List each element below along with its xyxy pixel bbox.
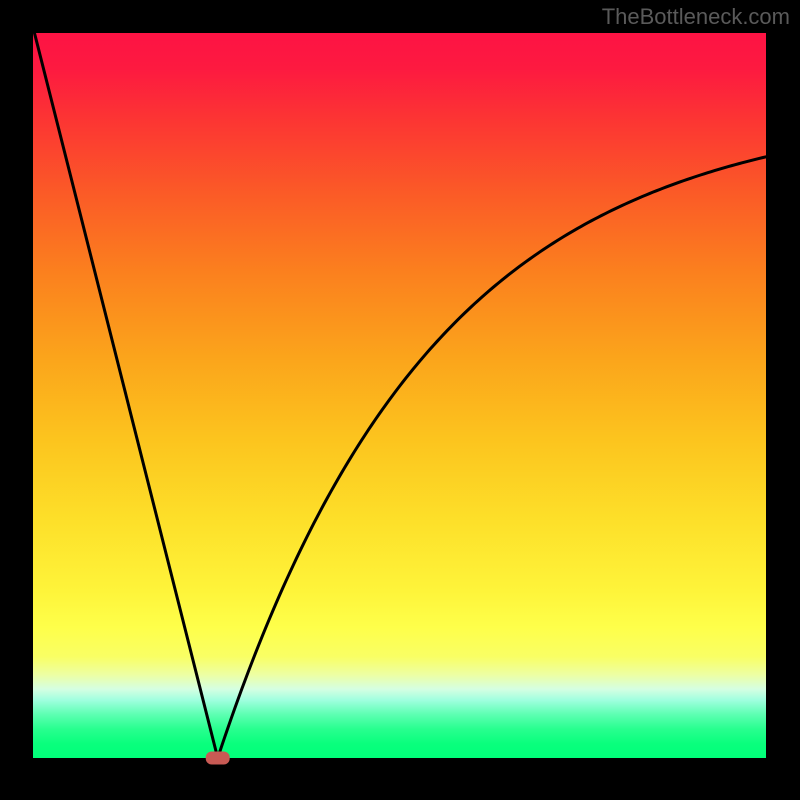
bottleneck-chart [0, 0, 800, 800]
vertex-marker [206, 752, 230, 765]
gradient-background [33, 33, 766, 758]
